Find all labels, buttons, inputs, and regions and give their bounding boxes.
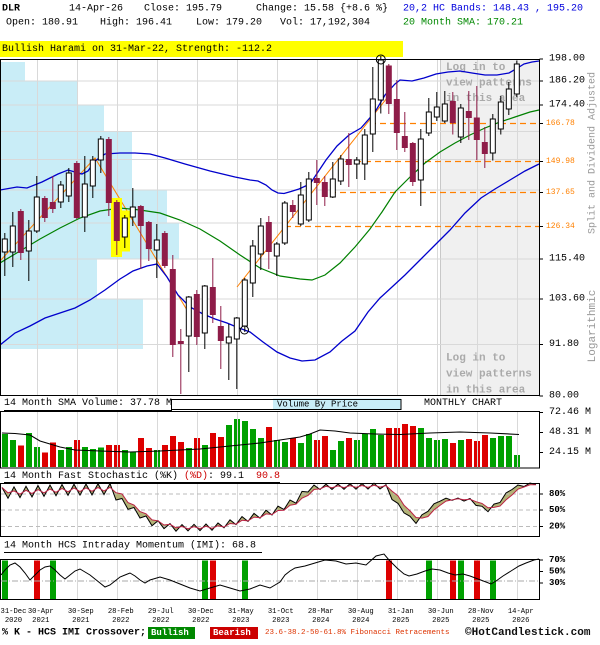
svg-text:20%: 20% — [549, 522, 566, 532]
svg-text:Close: 195.79: Close: 195.79 — [144, 3, 222, 15]
svg-text:Log in to: Log in to — [446, 62, 506, 74]
svg-text:Bullish Harami on 31-Mar-22, S: Bullish Harami on 31-Mar-22, Strength: -… — [2, 43, 272, 55]
svg-text:20,2 HC Bands: 148.43 , 195.20: 20,2 HC Bands: 148.43 , 195.20 — [403, 3, 583, 15]
svg-text:view patterns: view patterns — [446, 78, 532, 90]
svg-text:in this area: in this area — [446, 385, 526, 397]
svg-text:80.00: 80.00 — [549, 391, 579, 402]
svg-text:14-Apr: 14-Apr — [508, 608, 534, 616]
svg-text:30-Aug: 30-Aug — [348, 608, 374, 616]
svg-text:Volume By Price: Volume By Price — [277, 400, 358, 410]
svg-text:14 Month HCS Intraday Momentum: 14 Month HCS Intraday Momentum (IMI): 68… — [4, 540, 256, 552]
svg-text:2023: 2023 — [232, 617, 249, 625]
svg-text:2022: 2022 — [152, 617, 169, 625]
svg-text:14 Month SMA Volume: 37.78 M: 14 Month SMA Volume: 37.78 M — [4, 397, 172, 409]
svg-text:90.8: 90.8 — [256, 471, 280, 482]
svg-text:30%: 30% — [549, 578, 566, 588]
svg-text:20 Month SMA: 170.21: 20 Month SMA: 170.21 — [403, 17, 523, 29]
svg-text:2022: 2022 — [112, 617, 129, 625]
svg-text:Logarithmic: Logarithmic — [587, 290, 599, 363]
svg-text:Vol: 17,192,304: Vol: 17,192,304 — [280, 17, 370, 29]
svg-text:High: 196.41: High: 196.41 — [100, 17, 172, 29]
svg-text:91.80: 91.80 — [549, 339, 579, 350]
svg-text:48.31 M: 48.31 M — [549, 427, 591, 438]
svg-text:2026: 2026 — [512, 617, 529, 625]
svg-text:198.00: 198.00 — [549, 54, 585, 65]
svg-text:: 99.1: : 99.1 — [208, 471, 244, 482]
svg-text:174.40: 174.40 — [549, 100, 585, 111]
svg-text:50%: 50% — [549, 505, 566, 515]
svg-text:2024: 2024 — [352, 617, 369, 625]
svg-text:DLR: DLR — [2, 4, 20, 15]
svg-text:(%D): (%D) — [184, 470, 208, 482]
svg-text:30-Sep: 30-Sep — [68, 608, 94, 616]
svg-text:137.65: 137.65 — [546, 188, 575, 197]
svg-text:103.60: 103.60 — [549, 294, 585, 305]
svg-text:view patterns: view patterns — [446, 369, 532, 381]
svg-text:Bullish: Bullish — [151, 628, 189, 638]
svg-text:29-Jul: 29-Jul — [148, 608, 174, 616]
svg-text:in this area: in this area — [446, 93, 526, 105]
svg-text:2024: 2024 — [312, 617, 329, 625]
svg-text:28-Feb: 28-Feb — [108, 608, 134, 616]
svg-text:30-Apr: 30-Apr — [28, 608, 54, 616]
svg-text:Open: 180.91: Open: 180.91 — [6, 18, 78, 29]
svg-text:Log in to: Log in to — [446, 353, 506, 365]
svg-text:2020: 2020 — [5, 617, 22, 625]
svg-text:Split and Dividend Adjusted: Split and Dividend Adjusted — [587, 72, 599, 234]
svg-text:2022: 2022 — [192, 617, 209, 625]
svg-text:30-Jun: 30-Jun — [428, 608, 454, 616]
svg-text:70%: 70% — [549, 555, 566, 565]
svg-text:MONTHLY CHART: MONTHLY CHART — [424, 398, 502, 409]
svg-text:14 Month Fast Stochastic (%K): 14 Month Fast Stochastic (%K) — [4, 470, 178, 482]
svg-text:2023: 2023 — [272, 617, 289, 625]
svg-text:80%: 80% — [549, 489, 566, 499]
svg-text:149.98: 149.98 — [546, 157, 575, 166]
svg-text:31-Jan: 31-Jan — [388, 608, 414, 616]
svg-text:115.40: 115.40 — [549, 254, 585, 265]
svg-text:2025: 2025 — [392, 617, 409, 625]
svg-text:% K - HCS IMI Crossover;: % K - HCS IMI Crossover; — [2, 628, 146, 639]
svg-text:166.78: 166.78 — [546, 119, 575, 128]
svg-text:14-Apr-26: 14-Apr-26 — [69, 4, 123, 15]
svg-text:2021: 2021 — [72, 617, 89, 625]
svg-text:Change: 15.58 {+8.6 %}: Change: 15.58 {+8.6 %} — [256, 3, 388, 15]
svg-text:28-Mar: 28-Mar — [308, 608, 334, 616]
svg-text:28-Nov: 28-Nov — [468, 608, 495, 616]
svg-text:23.6-38.2-50-61.8% Fibonacci R: 23.6-38.2-50-61.8% Fibonacci Retracement… — [265, 629, 450, 637]
svg-text:31-May: 31-May — [228, 608, 255, 616]
svg-text:©HotCandlestick.com: ©HotCandlestick.com — [465, 627, 591, 639]
svg-text:31-Oct: 31-Oct — [268, 608, 294, 616]
svg-text:2025: 2025 — [432, 617, 449, 625]
svg-text:2021: 2021 — [32, 617, 49, 625]
svg-text:72.46 M: 72.46 M — [549, 407, 591, 418]
svg-text:50%: 50% — [549, 567, 566, 577]
svg-text:24.15 M: 24.15 M — [549, 447, 591, 458]
svg-text:186.20: 186.20 — [549, 76, 585, 87]
svg-text:31-Dec: 31-Dec — [1, 608, 27, 616]
svg-text:30-Dec: 30-Dec — [188, 608, 214, 616]
svg-text:Bearish: Bearish — [213, 628, 251, 638]
svg-text:126.34: 126.34 — [546, 222, 575, 231]
svg-text:2025: 2025 — [472, 617, 489, 625]
svg-text:Low: 179.20: Low: 179.20 — [196, 18, 262, 29]
